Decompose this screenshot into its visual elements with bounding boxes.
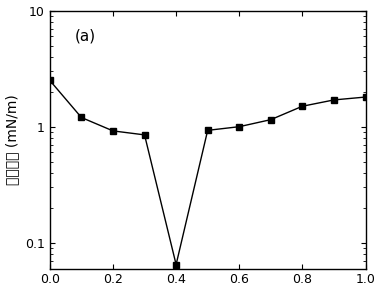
Text: (a): (a)	[75, 29, 96, 44]
Y-axis label: 界面张力 (mN/m): 界面张力 (mN/m)	[6, 94, 19, 185]
